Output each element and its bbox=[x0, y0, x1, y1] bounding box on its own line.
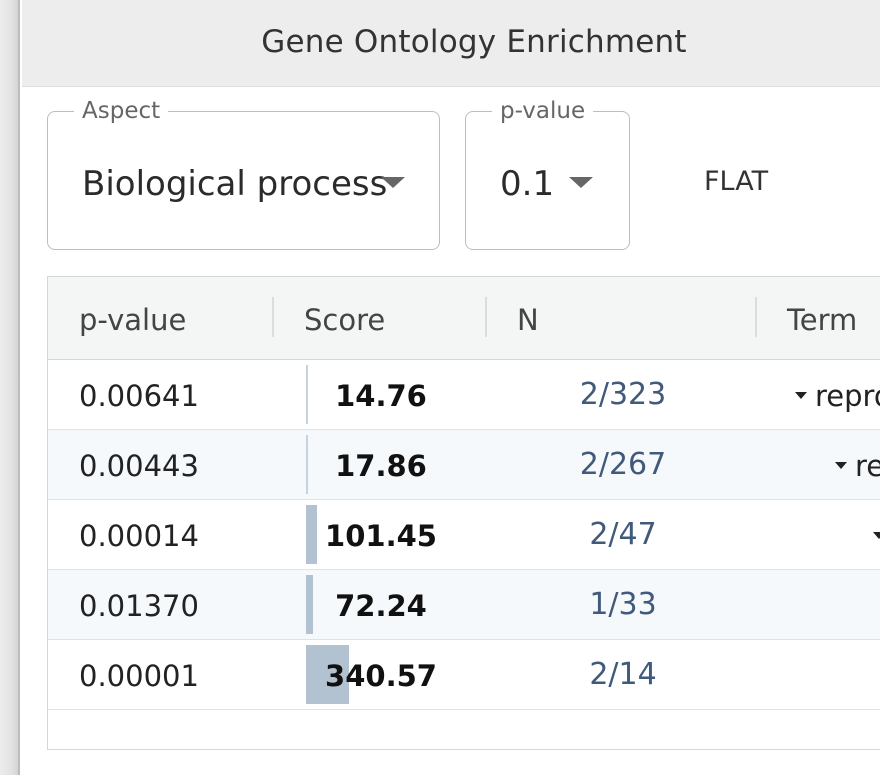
pvalue-cell: 0.01370 bbox=[79, 589, 199, 623]
column-header-score[interactable]: Score bbox=[304, 303, 386, 337]
score-bar bbox=[306, 645, 349, 704]
column-header-term[interactable]: Term bbox=[787, 303, 858, 337]
pvalue-value: 0.1 bbox=[500, 164, 555, 204]
aspect-label: Aspect bbox=[74, 97, 169, 125]
score-bar bbox=[306, 575, 313, 634]
table-row[interactable]: 0.00641 14.76 2/323 repro bbox=[48, 360, 880, 430]
term-cell[interactable] bbox=[873, 519, 880, 553]
term-cell[interactable]: repro bbox=[795, 379, 880, 413]
column-header-n[interactable]: N bbox=[517, 303, 539, 337]
score-cell: 340.57 bbox=[325, 659, 437, 693]
enrichment-table: p-value Score N Term 0.00641 14.76 2/323… bbox=[47, 276, 880, 750]
chevron-down-icon[interactable] bbox=[569, 177, 593, 188]
column-divider[interactable] bbox=[272, 297, 274, 337]
left-panel-edge bbox=[0, 0, 20, 775]
chevron-down-icon[interactable] bbox=[381, 177, 405, 188]
widget-title: Gene Ontology Enrichment bbox=[261, 24, 687, 60]
pvalue-cell: 0.00001 bbox=[79, 659, 199, 693]
flat-toggle-button[interactable]: FLAT bbox=[688, 160, 784, 204]
table-row[interactable]: 0.01370 72.24 1/33 bbox=[48, 570, 880, 640]
pvalue-select[interactable]: p-value 0.1 bbox=[465, 97, 630, 250]
pvalue-cell: 0.00641 bbox=[79, 379, 199, 413]
column-divider[interactable] bbox=[755, 297, 757, 337]
term-cell[interactable]: re bbox=[835, 449, 880, 483]
widget-header: Gene Ontology Enrichment bbox=[22, 0, 880, 87]
caret-down-icon[interactable] bbox=[795, 391, 807, 399]
n-cell[interactable]: 2/47 bbox=[589, 517, 657, 552]
table-row[interactable]: 0.00014 101.45 2/47 bbox=[48, 500, 880, 570]
n-cell[interactable]: 2/323 bbox=[579, 377, 667, 412]
n-cell[interactable]: 1/33 bbox=[589, 587, 657, 622]
column-header-pvalue[interactable]: p-value bbox=[79, 303, 187, 337]
score-bar bbox=[306, 505, 317, 564]
caret-down-icon[interactable] bbox=[835, 461, 847, 469]
term-label: re bbox=[855, 449, 880, 483]
table-row[interactable]: 0.00001 340.57 2/14 bbox=[48, 640, 880, 710]
table-row[interactable]: 0.00443 17.86 2/267 re bbox=[48, 430, 880, 500]
pvalue-cell: 0.00443 bbox=[79, 449, 199, 483]
pvalue-cell: 0.00014 bbox=[79, 519, 199, 553]
column-divider[interactable] bbox=[485, 297, 487, 337]
n-cell[interactable]: 2/267 bbox=[579, 447, 667, 482]
score-bar bbox=[306, 435, 308, 494]
score-cell: 14.76 bbox=[335, 379, 427, 413]
n-cell[interactable]: 2/14 bbox=[589, 657, 657, 692]
score-cell: 72.24 bbox=[335, 589, 427, 623]
score-bar bbox=[306, 365, 308, 424]
score-cell: 17.86 bbox=[335, 449, 427, 483]
term-label: repro bbox=[815, 379, 880, 413]
aspect-select[interactable]: Aspect Biological process bbox=[47, 97, 440, 250]
pvalue-label: p-value bbox=[492, 97, 594, 125]
table-header: p-value Score N Term bbox=[48, 277, 880, 360]
aspect-value: Biological process bbox=[82, 164, 388, 204]
caret-down-icon[interactable] bbox=[873, 531, 880, 539]
score-cell: 101.45 bbox=[325, 519, 437, 553]
